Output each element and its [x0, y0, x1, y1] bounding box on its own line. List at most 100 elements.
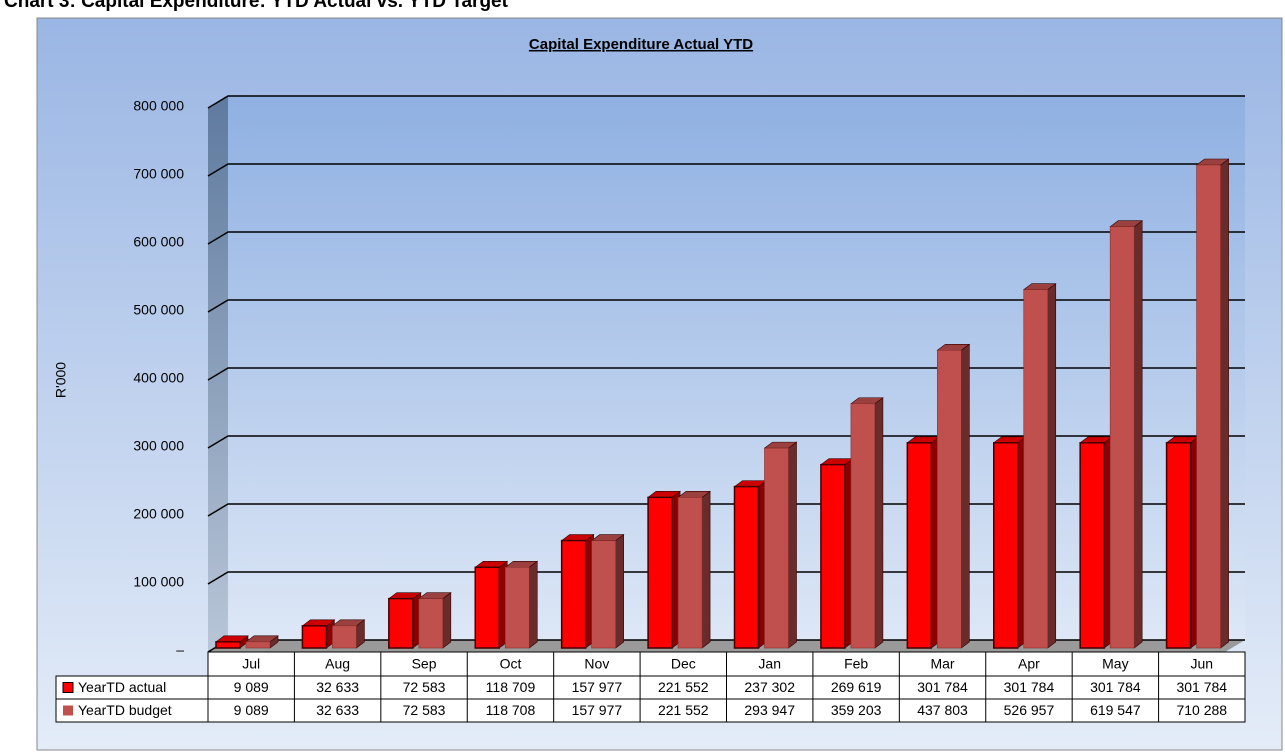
bar-front: [245, 641, 271, 649]
bar-side: [615, 533, 624, 649]
y-tick-label: 600 000: [133, 234, 184, 250]
y-tick-label: 500 000: [133, 302, 184, 318]
bar: [906, 436, 941, 649]
bar: [560, 533, 595, 649]
chart-title: Capital Expenditure Actual YTD: [529, 36, 753, 53]
bar: [301, 619, 336, 649]
y-tick-label: 400 000: [133, 370, 184, 386]
table-value: 221 552: [658, 702, 709, 718]
bar: [1195, 158, 1230, 649]
x-tick-label: May: [1102, 656, 1128, 672]
bar-front: [820, 463, 846, 649]
bar: [245, 635, 279, 649]
bar-front: [560, 539, 587, 649]
table-value: 301 784: [1090, 679, 1141, 695]
grid-line: [207, 367, 1245, 381]
table-value: 32 633: [316, 702, 359, 718]
bar: [820, 458, 854, 649]
legend-label: YearTD actual: [78, 679, 166, 695]
table-value: 72 583: [403, 679, 446, 695]
bar-front: [1109, 226, 1135, 649]
bar: [1109, 220, 1144, 649]
grid-line: [207, 299, 1245, 313]
bar: [763, 441, 798, 649]
bar-side: [1047, 283, 1057, 649]
table-value: 619 547: [1090, 702, 1141, 718]
bar: [1022, 283, 1057, 649]
table-value: 118 709: [486, 679, 536, 695]
bar: [992, 436, 1027, 649]
bar: [215, 635, 249, 649]
bar-front: [474, 566, 500, 649]
bar: [1165, 436, 1200, 649]
y-tick-label: 800 000: [133, 98, 184, 114]
floor: [208, 640, 1245, 652]
x-tick-label: Jan: [758, 656, 781, 672]
table-value: 301 784: [1176, 679, 1227, 695]
bar-front: [591, 540, 616, 649]
table-value: 157 977: [572, 702, 623, 718]
bar-front: [993, 442, 1019, 649]
x-tick-label: Nov: [584, 656, 609, 672]
bar-side: [874, 397, 884, 649]
x-tick-label: Sep: [412, 656, 437, 672]
table-value: 9 089: [234, 679, 269, 695]
x-tick-label: Aug: [325, 656, 350, 672]
bar-front: [850, 403, 876, 649]
bar-front: [215, 641, 241, 649]
table-value: 72 583: [403, 702, 446, 718]
table-value: 9 089: [234, 702, 269, 718]
grid-line: [207, 231, 1245, 245]
bar-front: [332, 625, 357, 649]
x-tick-label: Dec: [671, 656, 696, 672]
legend-label: YearTD budget: [78, 702, 172, 718]
bar-front: [388, 597, 414, 649]
bar: [331, 619, 366, 649]
bar-side: [528, 560, 538, 649]
table-value: 526 957: [1004, 702, 1055, 718]
bar: [504, 560, 539, 649]
table-value: 359 203: [831, 702, 882, 718]
table-value: 301 784: [1004, 679, 1055, 695]
bar-side: [1220, 158, 1229, 649]
y-tick-label: –: [176, 642, 184, 658]
grid-line: [207, 163, 1245, 177]
bar-side: [1133, 220, 1143, 649]
table-value: 237 302: [744, 679, 795, 695]
bar-front: [906, 442, 933, 649]
bar: [474, 560, 509, 649]
bar: [647, 490, 681, 649]
y-tick-label: 100 000: [133, 574, 184, 590]
bar-front: [647, 496, 673, 649]
bar-side: [442, 592, 452, 649]
bar-front: [1023, 289, 1049, 649]
bar-front: [504, 566, 530, 649]
grid-line: [207, 503, 1245, 517]
table-value: 301 784: [917, 679, 968, 695]
x-tick-label: Jul: [242, 656, 260, 672]
bar-front: [677, 497, 703, 649]
y-tick-label: 300 000: [133, 438, 184, 454]
bar-side: [961, 343, 970, 649]
bar-front: [937, 349, 962, 649]
table-value: 221 552: [658, 679, 709, 695]
grid-line: [207, 95, 1245, 109]
bar: [936, 343, 971, 649]
table-value: 293 947: [744, 702, 795, 718]
x-tick-label: Apr: [1018, 656, 1040, 672]
x-tick-label: Feb: [844, 656, 868, 672]
x-tick-label: Mar: [930, 656, 954, 672]
bar: [677, 490, 711, 649]
table-value: 437 803: [917, 702, 968, 718]
table-value: 157 977: [572, 679, 623, 695]
bar-front: [764, 447, 789, 649]
table-value: 118 708: [486, 702, 536, 718]
bar-front: [418, 598, 444, 649]
y-tick-label: 700 000: [133, 166, 184, 182]
bar-side: [701, 490, 711, 649]
x-tick-label: Jun: [1191, 656, 1214, 672]
bar: [387, 592, 422, 649]
x-tick-label: Oct: [500, 656, 522, 672]
